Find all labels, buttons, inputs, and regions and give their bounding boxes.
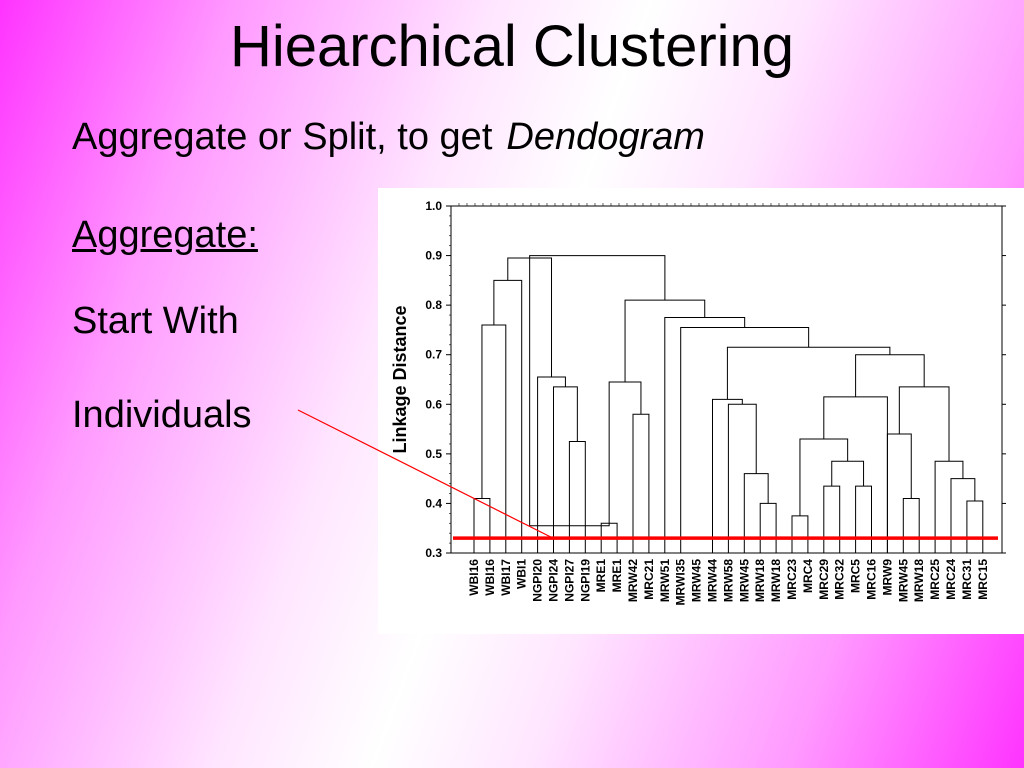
slide-subtitle: Aggregate or Split, to get Dendogram [72, 114, 705, 160]
subtitle-text: Aggregate or Split, to get [72, 116, 493, 158]
leaf-label: MRC24 [944, 559, 958, 600]
dendrogram-link [898, 386, 950, 462]
y-tick-label: 0.6 [425, 397, 442, 411]
leaf-label: MRC15 [976, 559, 990, 600]
dendrogram-link [934, 460, 964, 553]
leaf-label: MRW9 [880, 559, 894, 596]
dendrogram-chart: 0.3 0.4 0.5 0.6 0.7 0.8 0.9 1.0 WBI16 WBI16 WBI17… [378, 188, 1024, 634]
leaf-label: MRE1 [594, 559, 608, 593]
dendrogram-link [537, 376, 566, 553]
leaf-label: MRW18 [753, 559, 767, 602]
dendrogram-link [966, 500, 984, 553]
leaf-label: MRW18 [912, 559, 926, 602]
leaf-label: NGPI20 [531, 559, 545, 602]
y-tick-label: 0.9 [425, 249, 442, 263]
leaf-label: MRC31 [960, 559, 974, 600]
leaf-label: MRC5 [849, 559, 863, 593]
y-tick-label: 0.7 [425, 348, 442, 362]
leaf-label: MRE1 [610, 559, 624, 593]
leaf-label: WBI17 [499, 559, 513, 596]
dendrogram-link [950, 478, 976, 553]
dendrogram-link [743, 473, 769, 553]
y-tick-label: 0.3 [425, 546, 442, 560]
dendrogram-link [632, 413, 650, 553]
dendrogram-link [473, 497, 491, 553]
dendrogram-svg: 0.30.40.50.60.70.80.91.0 WBI16 WBI16 WBI17… [390, 199, 1006, 606]
leaf-label: MRC23 [785, 559, 799, 600]
leaf-label: MRC29 [817, 559, 831, 600]
dendrogram-link [529, 258, 610, 527]
dendrogram-link [831, 460, 865, 487]
y-tick-label: 0.5 [425, 447, 442, 461]
y-axis-label: Linkage Distance [390, 305, 410, 453]
y-tick-label: 0.4 [425, 496, 442, 510]
tree-links [453, 255, 998, 553]
leaf-label: MRW18 [769, 559, 783, 602]
leaf-label: MRW45 [690, 559, 704, 602]
leaf-label: MRWI35 [674, 559, 688, 606]
leaf-labels: WBI16 WBI16 WBI17 WBI1 NGPI20 NGPI24 NGPI27 NGP… [467, 559, 990, 606]
leaf-label: MRW42 [626, 559, 640, 602]
dendrogram-link [759, 502, 777, 553]
dendrogram-link [664, 317, 746, 553]
dendrogram-link [823, 485, 841, 553]
leaf-label: MRC16 [865, 559, 879, 600]
dendrogram-link [712, 398, 743, 553]
dendrogram-link [902, 497, 920, 553]
plot-frame [450, 205, 1003, 554]
leaf-label: MRC32 [833, 559, 847, 600]
bullet-individuals: Individuals [72, 394, 252, 436]
leaf-label: WBI16 [483, 559, 497, 596]
dendrogram-link [553, 386, 578, 553]
dendrogram-link [726, 346, 891, 400]
dendrogram-link [529, 255, 666, 301]
leaf-label: MRC4 [801, 559, 815, 593]
dendrogram-link [855, 354, 925, 397]
leaf-label: MRW44 [706, 559, 720, 602]
y-tick-label: 0.8 [425, 298, 442, 312]
dendrogram-link [493, 279, 523, 553]
leaf-label: MRW45 [737, 559, 751, 602]
leaf-label: NGPI24 [547, 559, 561, 602]
leaf-label: MRC25 [928, 559, 942, 600]
dendrogram-link [608, 381, 642, 524]
leaf-label: WBI1 [515, 559, 529, 589]
dendrogram-link [855, 485, 872, 553]
leaf-label: NGPI19 [578, 559, 592, 602]
slide-title: Hiearchical Clustering [229, 14, 795, 79]
dendrogram-link [799, 438, 849, 516]
bullet-aggregate: Aggregate: [72, 214, 258, 256]
bullet-start-with: Start With [72, 300, 239, 342]
dendrogram-link [886, 433, 912, 553]
leaf-label: MRW51 [658, 559, 672, 602]
dendrogram-link [727, 403, 757, 553]
y-tick-label: 1.0 [425, 199, 442, 213]
leaf-label: NGPI27 [562, 559, 576, 602]
dendrogram-link [791, 515, 809, 553]
leaf-label: MRW45 [896, 559, 910, 602]
dendrogram-link [481, 324, 507, 553]
leaf-label: MRW58 [721, 559, 735, 602]
dendrogram-link [680, 326, 810, 553]
leaf-label: WBI16 [467, 559, 481, 596]
dendrogram-link [624, 299, 706, 382]
leaf-label: MRC21 [642, 559, 656, 600]
subtitle-emphasis: Dendogram [506, 116, 705, 158]
dendrogram-link [568, 440, 586, 553]
